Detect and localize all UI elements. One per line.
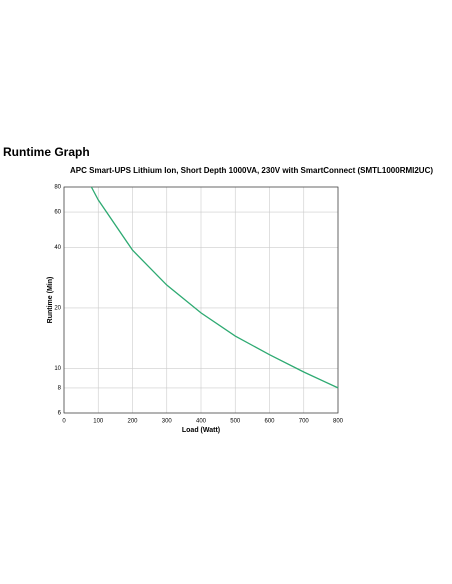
x-axis-label: Load (Watt): [182, 427, 220, 434]
x-tick-label: 300: [162, 419, 173, 425]
y-tick-label: 60: [54, 210, 61, 216]
x-tick-label: 800: [333, 419, 344, 425]
y-tick-label: 8: [58, 385, 62, 391]
x-tick-label: 400: [196, 419, 207, 425]
y-tick-label: 80: [54, 185, 61, 191]
chart-subtitle: APC Smart-UPS Lithium Ion, Short Depth 1…: [70, 166, 433, 175]
x-tick-label: 700: [299, 419, 310, 425]
y-tick-label: 10: [54, 366, 61, 372]
x-tick-label: 100: [93, 419, 104, 425]
data-line: [90, 186, 339, 389]
x-tick-label: 0: [62, 419, 66, 425]
x-tick-label: 500: [230, 419, 241, 425]
y-axis-label: Runtime (Min): [47, 277, 54, 324]
y-tick-label: 20: [54, 306, 61, 312]
chart-title: Runtime Graph: [3, 145, 90, 159]
y-tick-label: 6: [58, 411, 62, 417]
plot-frame: [63, 186, 339, 414]
x-tick-label: 600: [264, 419, 275, 425]
x-tick-label: 200: [127, 419, 138, 425]
y-tick-label: 40: [54, 245, 61, 251]
